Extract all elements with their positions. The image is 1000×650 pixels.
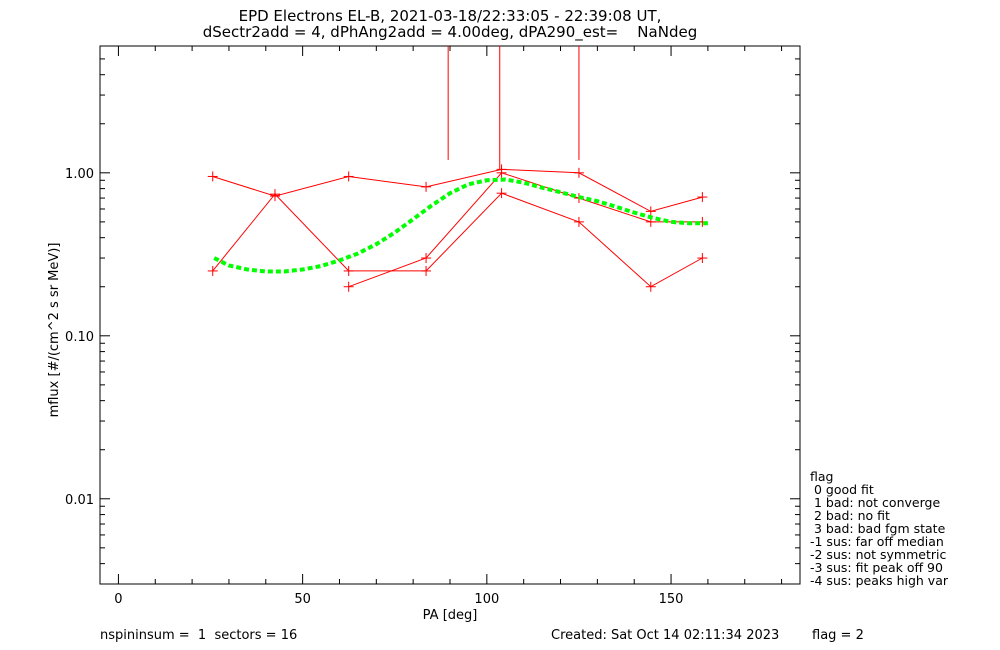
data-point bbox=[343, 265, 354, 276]
footer-created: Created: Sat Oct 14 02:11:34 2023 bbox=[551, 628, 780, 643]
legend-item: -1 sus: far off median bbox=[810, 534, 944, 549]
legend-item: -3 sus: fit peak off 90 bbox=[810, 560, 943, 575]
plot-frame bbox=[99, 45, 801, 585]
vertical-markers bbox=[447, 46, 580, 170]
data-point bbox=[697, 253, 708, 264]
series-line bbox=[212, 168, 703, 212]
series-line bbox=[348, 172, 703, 288]
data-point bbox=[645, 281, 656, 292]
y-tick-label: 0.01 bbox=[65, 493, 94, 508]
data-point bbox=[343, 171, 354, 182]
series-line bbox=[212, 192, 703, 288]
fit-curve bbox=[213, 177, 708, 274]
legend-item: 2 bad: no fit bbox=[810, 508, 890, 523]
fit-curve-line bbox=[213, 177, 708, 274]
y-tick-label: 1.00 bbox=[65, 167, 94, 182]
legend-title: flag bbox=[810, 469, 834, 484]
x-tick-label: 150 bbox=[659, 592, 684, 607]
x-axis-label: PA [deg] bbox=[423, 608, 478, 623]
data-point bbox=[343, 281, 354, 292]
data-point bbox=[697, 192, 708, 203]
x-tick-label: 50 bbox=[294, 592, 311, 607]
footer-flag: flag = 2 bbox=[812, 628, 864, 643]
chart-title-line-2: dSectr2add = 4, dPhAng2add = 4.00deg, dP… bbox=[202, 23, 698, 41]
legend-item: 1 bad: not converge bbox=[810, 495, 941, 510]
x-tick-label: 0 bbox=[114, 592, 122, 607]
legend-item: -4 sus: peaks high var bbox=[810, 573, 949, 588]
legend-item: -2 sus: not symmetric bbox=[810, 547, 947, 562]
footer-nspin-sectors: nspininsum = 1 sectors = 16 bbox=[100, 628, 298, 643]
data-point bbox=[645, 206, 656, 217]
legend-item: 0 good fit bbox=[810, 482, 874, 497]
data-point bbox=[496, 167, 507, 178]
data-point bbox=[421, 253, 432, 264]
y-axis-label: mflux [#/(cm^2 s sr MeV)] bbox=[47, 243, 62, 418]
legend-item: 3 bad: bad fgm state bbox=[810, 521, 946, 536]
axis-ticks bbox=[100, 45, 800, 585]
y-tick-label: 0.10 bbox=[65, 330, 94, 345]
data-series bbox=[207, 164, 708, 292]
chart-title-line-1: EPD Electrons EL-B, 2021-03-18/22:33:05 … bbox=[238, 7, 662, 25]
data-point bbox=[573, 216, 584, 227]
data-point bbox=[207, 265, 218, 276]
tick-labels: 0 50 100 150 0.01 0.10 1.00 bbox=[65, 167, 683, 607]
x-tick-label: 100 bbox=[474, 592, 499, 607]
data-point bbox=[573, 167, 584, 178]
data-point bbox=[270, 189, 280, 200]
data-point bbox=[421, 181, 432, 192]
data-point bbox=[421, 265, 432, 276]
data-point bbox=[207, 171, 218, 182]
data-point bbox=[496, 188, 507, 199]
